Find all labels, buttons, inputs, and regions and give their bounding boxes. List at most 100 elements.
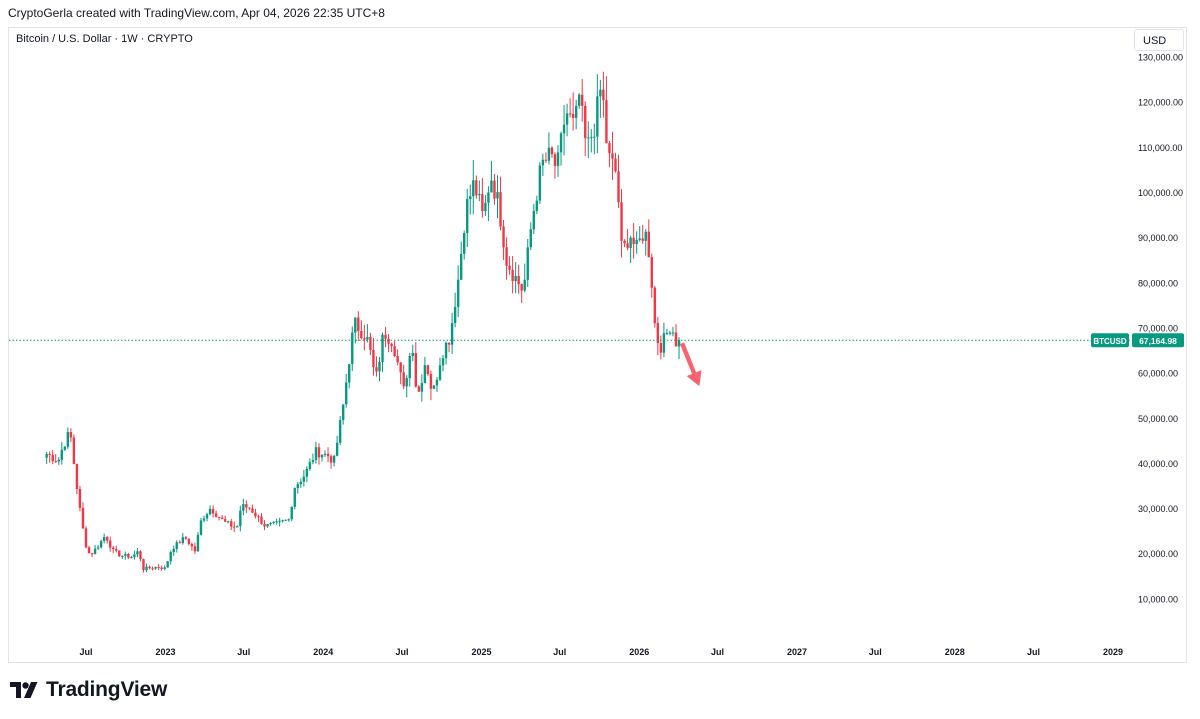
time-tick-label: Jul (395, 647, 408, 657)
price-tick-label: 30,000.00 (1138, 504, 1178, 514)
price-tick-label: 130,000.00 (1138, 53, 1183, 63)
candle (272, 521, 275, 525)
price-tick-label: 70,000.00 (1138, 323, 1178, 333)
candle (541, 153, 545, 176)
candle (550, 146, 554, 158)
candle (632, 222, 635, 259)
candle (260, 513, 263, 525)
candle (148, 565, 151, 570)
candle-body (581, 94, 584, 106)
candle (338, 416, 342, 446)
candle (532, 203, 535, 235)
candle-body (493, 180, 496, 199)
candle (602, 71, 605, 118)
candle (233, 521, 236, 532)
candle-body (266, 524, 269, 527)
candle-body (459, 253, 463, 280)
candle (423, 356, 427, 384)
currency-button[interactable]: USD (1134, 29, 1184, 51)
symbol-price-tag-label: BTCUSD (1093, 337, 1127, 346)
candle (435, 377, 439, 392)
candle-body (526, 247, 529, 280)
candle-body (163, 567, 166, 569)
candle (263, 520, 266, 531)
candle-body (202, 518, 206, 521)
candle (87, 545, 91, 554)
candle (511, 256, 514, 294)
time-tick-label: 2024 (313, 647, 333, 657)
candle (611, 131, 614, 181)
candle-body (320, 454, 324, 458)
candle (584, 101, 587, 157)
candle-body (417, 386, 421, 392)
candle (96, 545, 100, 550)
candle (166, 560, 169, 568)
candle-body (236, 526, 239, 528)
candle-body (127, 554, 130, 558)
candle (408, 352, 411, 387)
candle-body (139, 551, 142, 560)
candle-body (90, 553, 94, 555)
candle-body (60, 449, 63, 460)
candle (133, 550, 136, 560)
candle-body (45, 453, 48, 458)
candle-body (145, 566, 148, 571)
candle (469, 184, 472, 215)
candle-body (329, 456, 333, 463)
candle-body (260, 516, 263, 524)
candle (357, 311, 360, 341)
candle-body (87, 547, 91, 554)
candle-body (532, 210, 535, 230)
candle (466, 188, 469, 248)
candle-body (63, 446, 67, 450)
candle (335, 435, 339, 457)
candle-body (432, 385, 436, 389)
candle (127, 552, 130, 560)
candle-body (496, 192, 499, 199)
candle-body (81, 507, 85, 529)
candle-body (429, 374, 433, 389)
candle (363, 324, 366, 351)
candle (278, 517, 281, 527)
candle (381, 332, 384, 373)
candle-body (142, 559, 145, 571)
candle-body (511, 269, 514, 282)
candle (287, 518, 290, 522)
candle (556, 145, 560, 177)
candle-body (121, 555, 124, 557)
candle (245, 500, 248, 514)
candle (475, 175, 478, 199)
candle (223, 515, 227, 523)
candle (51, 449, 54, 465)
price-axis: 10,000.00 20,000.00 30,000.00 40,000.00 50,0… (1138, 53, 1183, 605)
candle-body (466, 199, 469, 234)
candle (647, 219, 650, 258)
candle-body (608, 143, 611, 154)
time-tick-label: Jul (869, 647, 882, 657)
symbol-title[interactable]: Bitcoin / U.S. Dollar · 1W · CRYPTO (16, 33, 193, 45)
time-tick-label: Jul (553, 647, 566, 657)
candle (581, 78, 584, 122)
candle (354, 317, 357, 344)
candle (163, 565, 166, 571)
candle-body (614, 158, 617, 172)
candle-body (51, 455, 54, 461)
candle (484, 195, 487, 216)
candle (369, 332, 372, 355)
candle (629, 235, 632, 264)
candle-body (378, 361, 381, 372)
candle (417, 384, 421, 392)
candle (620, 189, 623, 258)
candle (505, 237, 508, 280)
candle (190, 542, 194, 551)
candle (411, 344, 414, 362)
candle (236, 525, 239, 528)
candle (317, 443, 321, 465)
candle-body (112, 547, 115, 550)
candle-body (181, 537, 185, 544)
candle (535, 195, 539, 215)
candle-body (314, 447, 318, 461)
candle (169, 550, 172, 565)
candle (493, 173, 496, 205)
